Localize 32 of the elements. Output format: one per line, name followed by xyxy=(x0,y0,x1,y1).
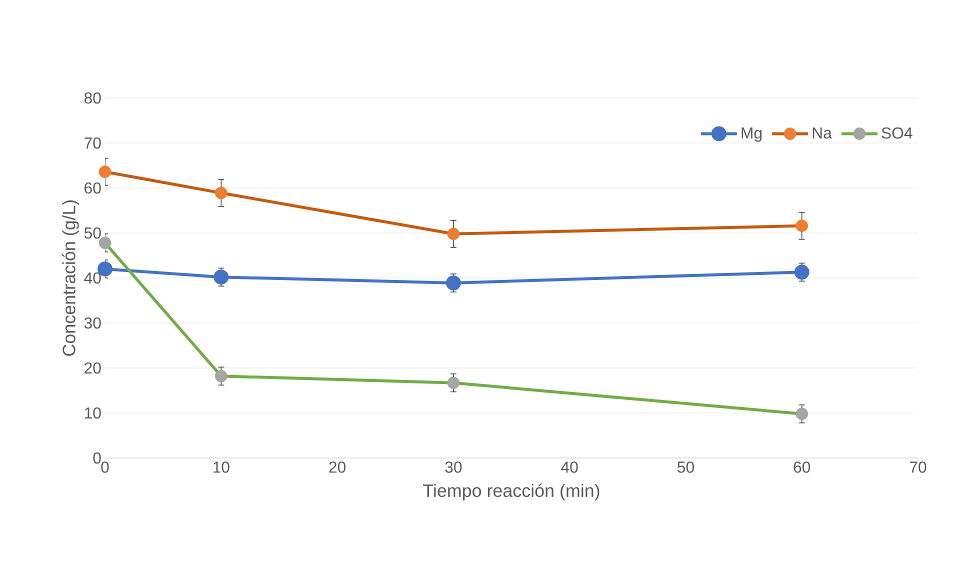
x-tick-label: 0 xyxy=(101,462,109,473)
x-tick-label: 10 xyxy=(214,462,230,473)
x-tick-label: 30 xyxy=(445,462,462,473)
x-tick-label: 20 xyxy=(329,462,346,473)
point xyxy=(214,270,229,285)
point xyxy=(796,408,808,420)
x-axis-title: Tiempo reacción (min) xyxy=(423,484,600,501)
legend-label: Mg xyxy=(742,127,762,142)
y-tick-label: 0 xyxy=(93,452,101,464)
legend-label: SO4 xyxy=(882,127,912,139)
y-tick-label: 60 xyxy=(84,182,101,194)
point xyxy=(796,220,808,232)
y-axis-title: Concentración (g/L) xyxy=(62,200,79,356)
point xyxy=(214,370,228,382)
legend-label: Na xyxy=(812,127,832,139)
point xyxy=(794,264,810,280)
y-tick-label: 30 xyxy=(84,317,101,329)
point xyxy=(214,186,228,200)
y-tick-label: 40 xyxy=(84,272,101,284)
x-tick-label: 60 xyxy=(794,462,810,473)
x-tick-label: 70 xyxy=(910,462,926,473)
y-tick-label: 10 xyxy=(84,407,101,419)
point xyxy=(98,166,112,178)
y-tick-label: 20 xyxy=(84,362,101,374)
y-tick-label: 50 xyxy=(84,227,101,239)
point xyxy=(447,228,460,240)
y-tick-label: 80 xyxy=(84,92,101,104)
point xyxy=(446,275,461,290)
x-tick-label: 40 xyxy=(561,462,578,473)
point xyxy=(447,376,460,390)
y-tick-label: 70 xyxy=(84,137,101,149)
x-tick-label: 50 xyxy=(677,462,694,473)
